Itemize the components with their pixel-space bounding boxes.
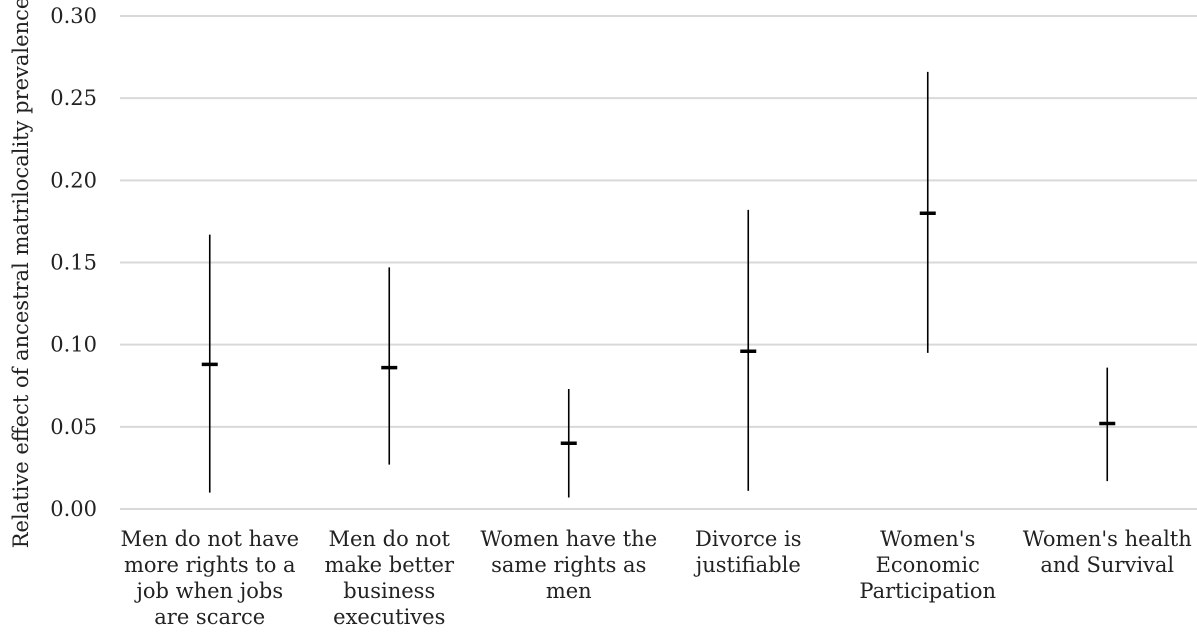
x-category-label: Men do not have more rights to a job when … xyxy=(120,527,299,629)
y-tick-label: 0.15 xyxy=(50,251,97,275)
x-category-label: Men do not make better business executives xyxy=(325,527,455,629)
y-axis-ticks: 0.00 0.05 0.10 0.15 0.20 0.25 0.30 xyxy=(50,4,97,521)
error-bars xyxy=(201,71,1116,498)
y-tick-label: 0.00 xyxy=(50,497,97,521)
x-category-label: Divorce is justifiable xyxy=(693,527,802,577)
x-axis-categories: Men do not have more rights to a job when … xyxy=(120,527,1191,629)
y-tick-label: 0.10 xyxy=(50,333,97,357)
y-tick-label: 0.05 xyxy=(50,415,97,439)
y-tick-label: 0.30 xyxy=(50,4,97,28)
gridlines xyxy=(120,15,1197,510)
y-tick-label: 0.20 xyxy=(50,168,97,192)
y-tick-label: 0.25 xyxy=(50,86,97,110)
x-category-label: Women's health and Survival xyxy=(1023,527,1192,577)
y-axis-title: Relative effect of ancestral matrilocali… xyxy=(9,0,33,548)
x-category-label: Women have the same rights as men xyxy=(480,527,657,603)
x-category-label: Women's Economic Participation xyxy=(859,527,996,603)
